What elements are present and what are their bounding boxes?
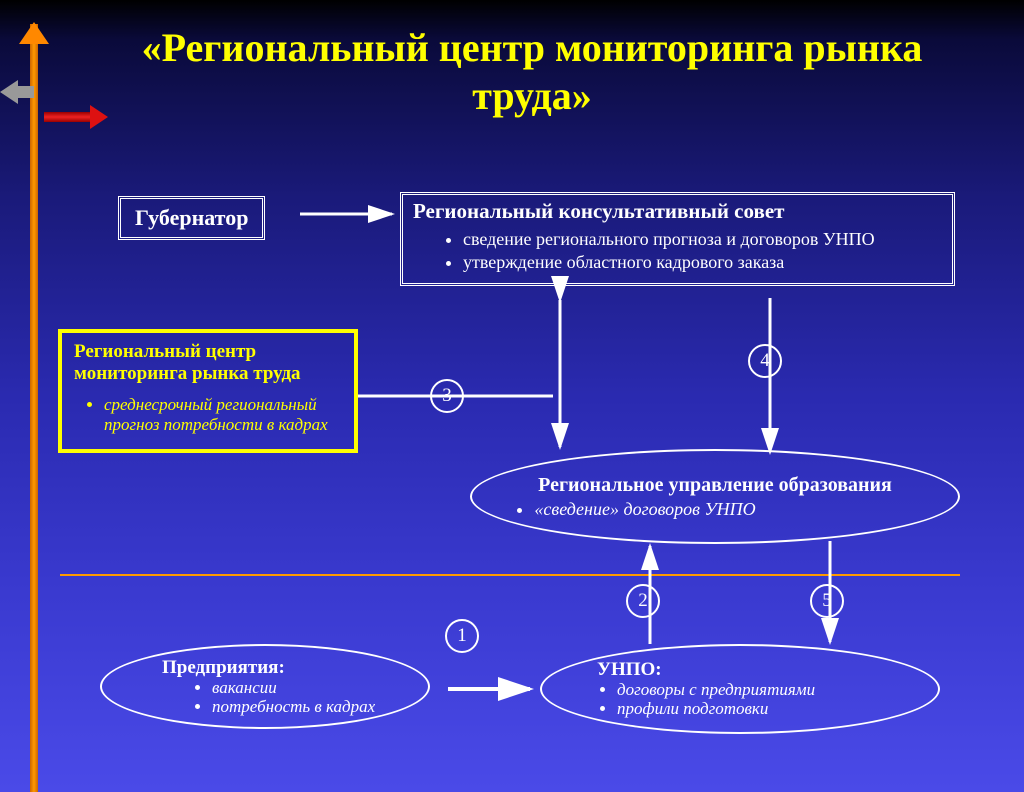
decor-orange-bar: [30, 24, 38, 792]
enterprises-title: Предприятия:: [162, 657, 428, 679]
decor-red-arrowhead: [90, 105, 108, 129]
education-list: «сведение» договоров УНПО: [674, 499, 755, 520]
unpo-title: УНПО:: [597, 659, 938, 681]
governor-label: Губернатор: [135, 205, 248, 230]
council-item: утверждение областного кадрового заказа: [463, 251, 942, 274]
page-title: «Региональный центр мониторинга рынка тр…: [80, 24, 984, 120]
enterprises-item: вакансии: [212, 679, 428, 698]
decor-red-bar: [44, 112, 92, 122]
node-monitoring: Региональный центр мониторинга рынка тру…: [58, 329, 358, 453]
node-council: Региональный консультативный совет сведе…: [400, 192, 955, 286]
monitoring-list: среднесрочный региональный прогноз потре…: [104, 395, 342, 436]
council-item: сведение регионального прогноза и догово…: [463, 228, 942, 251]
unpo-list: договоры с предприятиями профили подгото…: [617, 681, 938, 718]
unpo-item: профили подготовки: [617, 700, 938, 719]
node-unpo: УНПО: договоры с предприятиями профили п…: [540, 644, 940, 734]
node-enterprises: Предприятия: вакансии потребность в кадр…: [100, 644, 430, 729]
node-governor: Губернатор: [118, 196, 265, 240]
divider-line: [60, 574, 960, 576]
enterprises-item: потребность в кадрах: [212, 698, 428, 717]
node-education: Региональное управление образования «све…: [470, 449, 960, 544]
education-item: «сведение» договоров УНПО: [534, 499, 755, 520]
council-list: сведение регионального прогноза и догово…: [463, 228, 942, 273]
enterprises-list: вакансии потребность в кадрах: [212, 679, 428, 716]
monitoring-title: Региональный центр мониторинга рынка тру…: [74, 341, 342, 385]
marker-1: 1: [445, 619, 479, 653]
council-title: Региональный консультативный совет: [413, 199, 942, 224]
monitoring-item: среднесрочный региональный прогноз потре…: [104, 395, 342, 436]
decor-orange-arrowhead: [19, 22, 49, 44]
marker-5: 5: [810, 584, 844, 618]
unpo-item: договоры с предприятиями: [617, 681, 938, 700]
marker-3: 3: [430, 379, 464, 413]
decor-gray-bar: [16, 86, 34, 98]
marker-4: 4: [748, 344, 782, 378]
education-title: Региональное управление образования: [538, 474, 892, 497]
marker-2: 2: [626, 584, 660, 618]
